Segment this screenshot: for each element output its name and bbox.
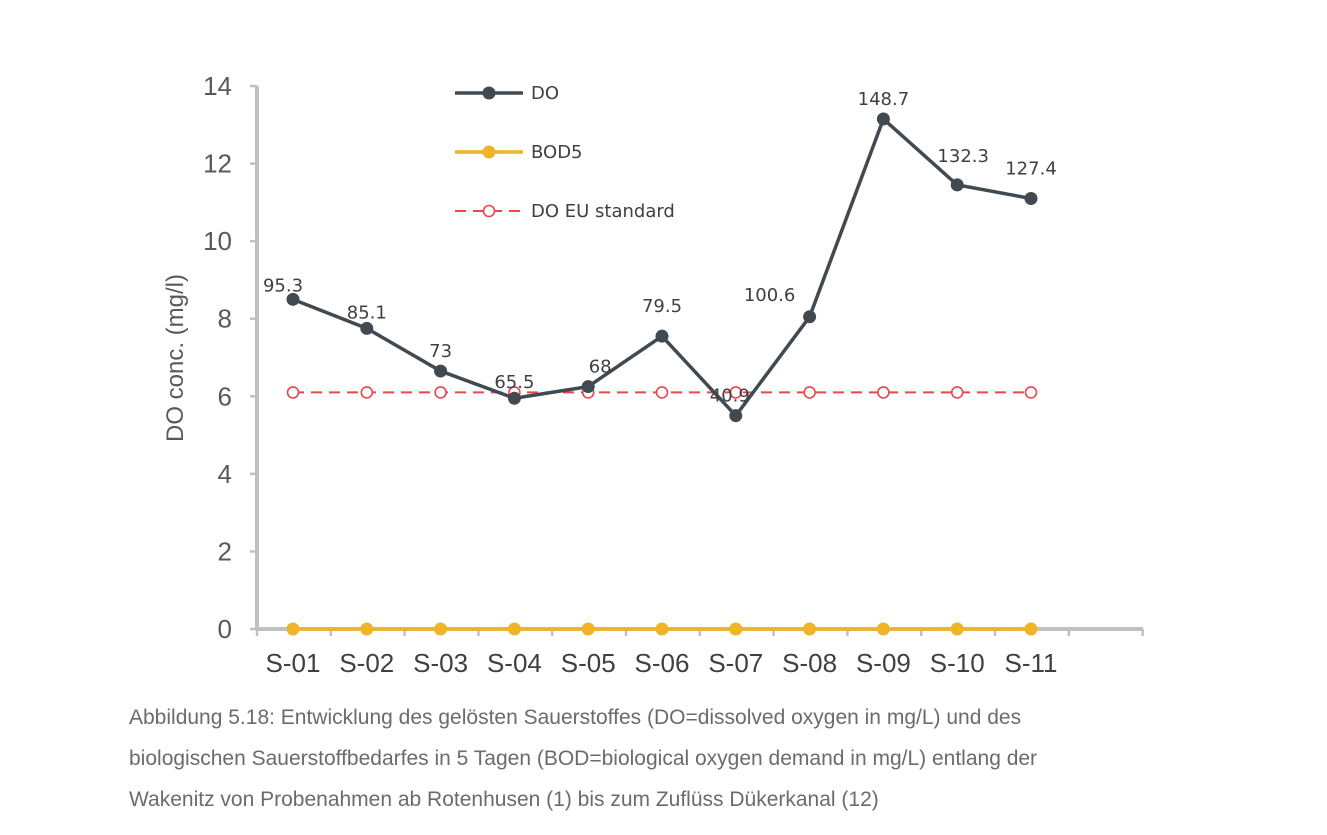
series-point	[434, 386, 447, 399]
data-label: 85.1	[347, 302, 387, 323]
series-point	[876, 622, 890, 636]
series-point	[655, 386, 669, 399]
series-point	[360, 622, 374, 636]
y-tick-label: 2	[218, 536, 232, 566]
x-tick-label: S-02	[339, 648, 394, 678]
data-label: 65.5	[494, 372, 534, 393]
series-point	[950, 386, 964, 399]
series-point	[286, 292, 300, 306]
series-point	[803, 386, 816, 399]
y-tick-label: 6	[218, 381, 232, 411]
y-tick-label: 10	[203, 226, 232, 256]
series-point	[803, 310, 817, 324]
series-point	[655, 622, 669, 636]
y-axis-label: DO conc. (mg/l)	[162, 274, 189, 442]
data-label: 40.9	[710, 386, 750, 407]
y-tick-label: 14	[203, 71, 232, 101]
caption-line-1: Abbildung 5.18: Entwicklung des gelösten…	[129, 706, 1022, 729]
series-point	[729, 386, 743, 399]
legend-label: DO EU standard	[531, 201, 675, 222]
caption-line-3: Wakenitz von Probenahmen ab Rotenhusen (…	[129, 788, 879, 811]
x-tick-label: S-07	[708, 648, 763, 678]
series-point	[360, 386, 374, 399]
series-point	[877, 386, 890, 399]
y-tick-label: 12	[203, 149, 232, 179]
series-point	[1024, 191, 1038, 205]
data-label: 132.3	[937, 146, 989, 167]
x-tick-label: S-03	[413, 648, 468, 678]
series-point	[1024, 386, 1038, 399]
y-tick-label: 4	[218, 459, 232, 489]
x-tick-label: S-10	[930, 648, 985, 678]
series-point	[803, 622, 817, 636]
data-label: 73	[429, 341, 452, 362]
x-tick-label: S-01	[266, 648, 321, 678]
legend-marker	[482, 86, 496, 100]
x-tick-label: S-05	[561, 648, 616, 678]
y-tick-label: 0	[218, 614, 232, 644]
series-point	[876, 112, 890, 126]
series-point	[434, 622, 448, 636]
chart-series	[286, 112, 1038, 636]
data-label: 68	[589, 357, 612, 378]
series-point	[655, 329, 669, 343]
series-point	[581, 622, 595, 636]
series-point	[950, 622, 964, 636]
data-label: 79.5	[642, 296, 682, 317]
x-tick-label: S-08	[782, 648, 837, 678]
data-label: 148.7	[858, 89, 910, 110]
series-point	[507, 391, 521, 405]
legend-marker	[482, 145, 496, 159]
y-axis-ticks: 0 2 4 6 8 10 12 14	[203, 71, 257, 644]
legend-marker	[482, 204, 496, 218]
data-labels: 95.3 85.1 73 65.5 68 79.5 40.9 100.6 148.7 132.3 1…	[263, 89, 1057, 407]
series-point	[507, 622, 521, 636]
series-line	[292, 117, 1032, 418]
series-point	[729, 622, 743, 636]
legend-label: DO	[531, 83, 559, 104]
x-tick-label: S-04	[487, 648, 542, 678]
data-label: 127.4	[1005, 158, 1057, 179]
series-point	[434, 364, 448, 378]
y-tick-label: 8	[218, 304, 232, 334]
x-tick-label: S-09	[856, 648, 911, 678]
series-point	[729, 409, 743, 423]
series-point	[581, 380, 595, 394]
series-point	[1024, 622, 1038, 636]
series-point	[950, 178, 964, 192]
series-point	[286, 386, 300, 399]
caption-line-2: biologischen Sauerstoffbedarfes in 5 Tag…	[129, 747, 1038, 770]
legend-label: BOD5	[531, 142, 583, 163]
chart-legend: DO BOD5 DO EU standard	[455, 83, 675, 222]
series-point	[286, 622, 300, 636]
data-label: 95.3	[263, 275, 303, 296]
series-point	[360, 321, 374, 335]
x-axis-ticks: S-01 S-02 S-03 S-04 S-05 S-06 S-07 S-08 S-09 S-10…	[255, 629, 1144, 678]
x-tick-label: S-11	[1005, 648, 1058, 678]
x-tick-label: S-06	[635, 648, 690, 678]
figure-caption: Abbildung 5.18: Entwicklung des gelösten…	[129, 697, 1249, 820]
data-label: 100.6	[744, 285, 796, 306]
